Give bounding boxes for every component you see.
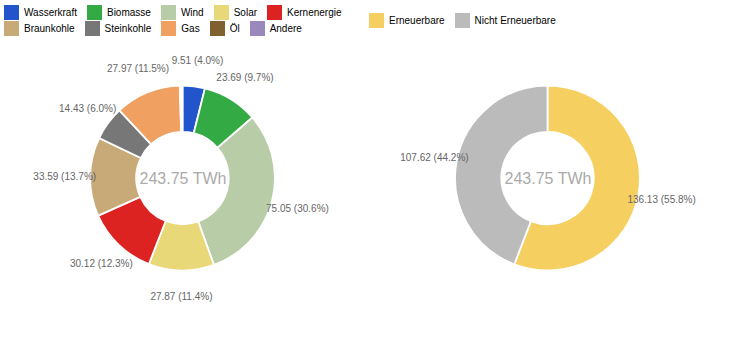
svg-text:243.75 TWh: 243.75 TWh	[505, 170, 592, 187]
html-text:Öl: Öl	[229, 23, 240, 35]
svg-text:30.12 (12.3%): 30.12 (12.3%)	[70, 258, 133, 269]
svg-text:9.51 (4.0%): 9.51 (4.0%)	[172, 55, 224, 66]
svg-text:27.97 (11.5%): 27.97 (11.5%)	[107, 63, 169, 74]
html-text:Gas: Gas	[181, 23, 200, 35]
html-text:Kernenergie: Kernenergie	[287, 6, 342, 18]
html-text:Braunkohle: Braunkohle	[24, 23, 75, 35]
svg-text:107.62 (44.2%): 107.62 (44.2%)	[400, 152, 468, 163]
svg-text:136.13 (55.8%): 136.13 (55.8%)	[627, 194, 695, 205]
html-text:Biomasse: Biomasse	[107, 6, 151, 18]
svg-text:27.87 (11.4%): 27.87 (11.4%)	[150, 291, 212, 302]
html-text:Steinkohle: Steinkohle	[104, 23, 152, 35]
svg-text:33.59 (13.7%): 33.59 (13.7%)	[33, 171, 96, 182]
svg-text:23.69 (9.7%): 23.69 (9.7%)	[216, 72, 273, 83]
html-text:Andere: Andere	[269, 23, 302, 35]
html-text:Erneuerbare: Erneuerbare	[389, 15, 445, 26]
html-text:Wasserkraft: Wasserkraft	[24, 6, 77, 18]
svg-text:243.75 TWh: 243.75 TWh	[140, 170, 227, 187]
svg-text:14.43 (6.0%): 14.43 (6.0%)	[59, 103, 116, 114]
html-text:Wind: Wind	[180, 6, 204, 18]
html-text:Nicht Erneuerbare: Nicht Erneuerbare	[474, 15, 556, 26]
html-text:Solar: Solar	[233, 6, 257, 18]
svg-text:75.05 (30.6%): 75.05 (30.6%)	[266, 203, 329, 214]
